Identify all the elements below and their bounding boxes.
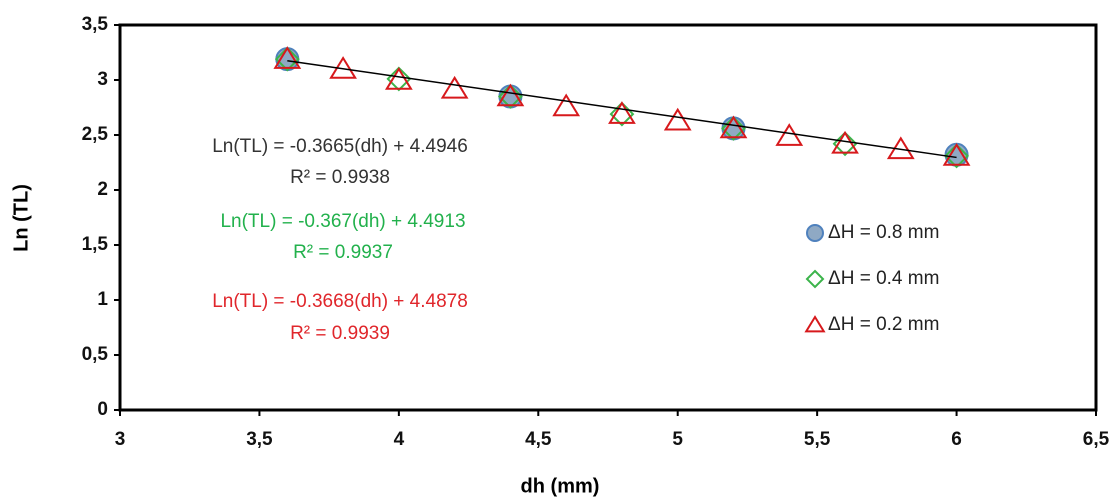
- trend-r2: R² = 0.9937: [293, 242, 393, 263]
- trend-r2: R² = 0.9939: [290, 323, 390, 344]
- point: [944, 142, 969, 167]
- point: [944, 143, 969, 169]
- plot-frame: [118, 23, 1098, 412]
- y-axis-label: Ln (TL): [10, 184, 32, 252]
- x-tick-label: 6,5: [1083, 429, 1110, 450]
- y-tick-label: 1: [97, 289, 108, 310]
- y-tick-label: 2,5: [82, 124, 109, 145]
- legend-label: ΔH = 0.2 mm: [828, 314, 939, 335]
- x-tick-label: 4,5: [525, 429, 552, 450]
- point: [440, 75, 469, 99]
- x-tick-label: 3,5: [246, 429, 273, 450]
- point: [497, 84, 523, 109]
- point: [608, 101, 636, 124]
- legend-label: ΔH = 0.8 mm: [828, 222, 939, 243]
- x-tick-label: 5: [672, 429, 683, 450]
- legend-label: ΔH = 0.4 mm: [828, 268, 939, 289]
- y-tick-label: 1,5: [82, 234, 109, 255]
- y-tick-label: 0,5: [82, 344, 109, 365]
- point: [384, 67, 413, 90]
- legend-marker: [805, 269, 825, 289]
- point: [496, 83, 525, 107]
- x-tick-label: 3: [115, 429, 126, 450]
- trend-equation: Ln(TL) = -0.3665(dh) + 4.4946: [212, 136, 468, 157]
- point: [775, 123, 804, 146]
- trend-equation: Ln(TL) = -0.367(dh) + 4.4913: [220, 211, 465, 232]
- y-tick-label: 3: [97, 69, 108, 90]
- point: [942, 142, 971, 166]
- y-tick-label: 2: [97, 179, 108, 200]
- point: [274, 46, 300, 72]
- x-tick-label: 6: [951, 429, 962, 450]
- x-tick-label: 5,5: [804, 429, 831, 450]
- y-tick-label: 3,5: [82, 14, 109, 35]
- point: [719, 115, 748, 139]
- y-tick-label: 0: [97, 399, 108, 420]
- point: [273, 46, 302, 69]
- trendline: [287, 60, 957, 159]
- x-axis-label: dh (mm): [521, 475, 600, 497]
- point: [663, 107, 692, 131]
- legend-marker: [804, 315, 826, 333]
- trend-r2: R² = 0.9938: [290, 167, 390, 188]
- trend-equation: Ln(TL) = -0.3668(dh) + 4.4878: [212, 291, 468, 312]
- x-tick-label: 4: [394, 429, 405, 450]
- point: [552, 93, 581, 117]
- legend-marker: [806, 224, 824, 242]
- point: [386, 66, 412, 92]
